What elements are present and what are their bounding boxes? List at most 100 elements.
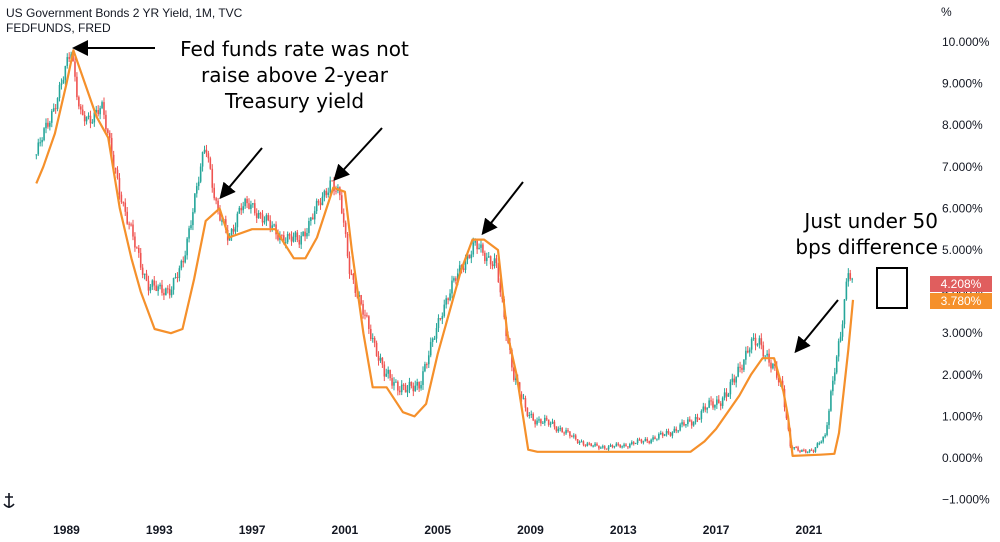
x-tick-label: 2001 (332, 523, 359, 537)
candle-body (389, 369, 391, 379)
candle-body (294, 232, 297, 238)
candle-body (839, 336, 842, 342)
candle-body (640, 439, 643, 443)
candle-body (342, 213, 345, 223)
candle-body (107, 129, 109, 133)
candle-body (476, 241, 478, 250)
candle-body (466, 254, 469, 260)
candle-body (149, 286, 152, 291)
candle-body (221, 220, 223, 222)
candle-body (803, 449, 805, 451)
candle-body (777, 377, 780, 383)
x-tick-label: 1993 (146, 523, 173, 537)
candle-body (607, 446, 610, 450)
candle-body (400, 384, 403, 393)
candle-body (590, 443, 592, 447)
candle-body (371, 337, 374, 340)
annotation-arrow (219, 147, 263, 200)
candle-body (801, 449, 803, 452)
candle-body (542, 422, 544, 424)
candle-body (679, 424, 681, 431)
candle-body (572, 435, 575, 437)
candle-body (462, 268, 465, 270)
y-tick-label: 3.000% (942, 326, 983, 340)
candle-body (513, 367, 515, 380)
candle-body (484, 252, 486, 262)
candle-body (690, 421, 693, 426)
annotation-bps-difference: Just under 50 bps difference (795, 209, 938, 259)
candle-body (81, 109, 84, 116)
y-tick-label: −1.000% (942, 493, 990, 507)
candle-body (271, 225, 273, 228)
candle-body (159, 284, 161, 287)
candle-body (456, 273, 459, 281)
candle-body (352, 273, 355, 280)
candle-body (416, 382, 418, 386)
candle-body (685, 424, 687, 426)
candle-body (362, 303, 364, 315)
candle-body (255, 213, 258, 219)
candle-body (671, 432, 674, 436)
candle-body (128, 223, 130, 225)
candle-body (754, 337, 757, 346)
candle-body (824, 435, 826, 437)
candle-body (83, 115, 86, 122)
candle-body (64, 66, 67, 80)
candle-body (497, 263, 500, 283)
legend-series-2[interactable]: FEDFUNDS, FRED (6, 21, 111, 35)
candle-body (567, 430, 569, 432)
candle-body (603, 446, 606, 449)
annotation-arrows (72, 40, 839, 354)
candle-body (170, 289, 173, 296)
candle-body (748, 349, 751, 353)
candle-body (350, 273, 353, 275)
candle-body (213, 187, 215, 199)
candle-body (122, 202, 125, 204)
candle-body (717, 399, 720, 404)
candle-body (491, 264, 494, 267)
candle-body (335, 190, 337, 192)
candle-body (547, 419, 550, 425)
candle-body (387, 369, 389, 374)
candle-body (764, 355, 766, 357)
candle-body (236, 213, 239, 228)
candle-body (126, 211, 128, 224)
candle-body (85, 116, 88, 122)
candle-body (832, 380, 834, 392)
candle-body (696, 417, 699, 420)
candle-body (302, 231, 304, 236)
candle-body (217, 200, 219, 211)
candle-body (797, 447, 799, 451)
candle-body (37, 142, 40, 155)
candle-body (845, 281, 848, 300)
candle-body (455, 278, 457, 281)
anchor-icon[interactable] (2, 492, 16, 510)
candle-body (360, 295, 362, 304)
candle-body (551, 421, 554, 424)
candle-body (375, 342, 378, 356)
candle-body (793, 447, 795, 449)
candle-body (201, 152, 204, 167)
candle-body (197, 181, 200, 187)
candle-body (163, 292, 165, 296)
candle-body (644, 439, 647, 442)
candle-body (348, 256, 351, 274)
candle-body (325, 190, 328, 195)
x-tick-label: 2013 (610, 523, 637, 537)
candle-body (364, 314, 366, 316)
candle-body (304, 231, 306, 237)
candle-body (818, 443, 821, 445)
candle-body (710, 400, 712, 402)
candle-body (600, 447, 602, 449)
candle-body (194, 193, 196, 213)
candle-body (424, 364, 426, 372)
candle-body (103, 102, 105, 115)
candle-body (60, 83, 63, 86)
price-tag-y2: 4.208% (930, 276, 992, 292)
candle-body (758, 338, 761, 345)
candle-body (327, 192, 330, 195)
candle-body (437, 318, 440, 329)
candle-body (346, 233, 349, 257)
legend-series-1[interactable]: US Government Bonds 2 YR Yield, 1M, TVC (6, 6, 243, 20)
candle-body (35, 154, 38, 156)
